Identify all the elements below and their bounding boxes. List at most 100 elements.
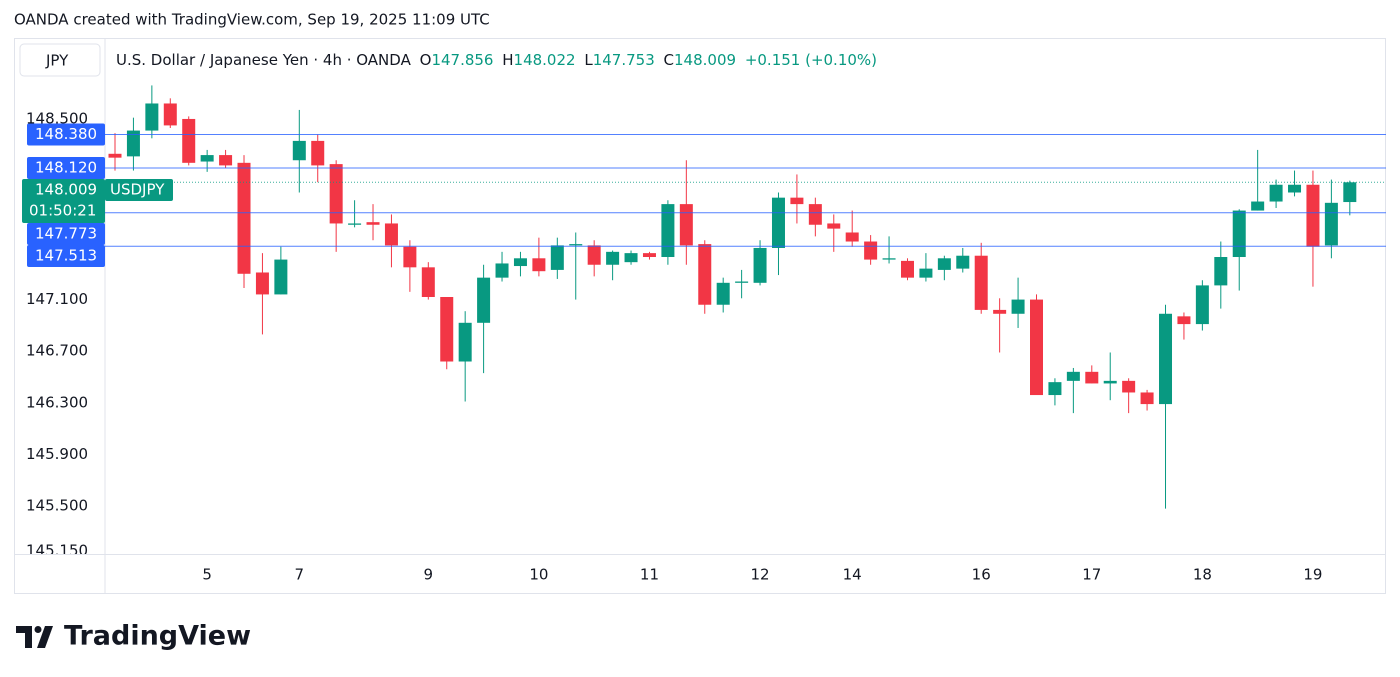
symbol-label: USDJPY bbox=[110, 180, 165, 198]
candle-body bbox=[698, 244, 712, 305]
countdown: 01:50:21 bbox=[29, 201, 96, 219]
y-tick-label: 147.100 bbox=[26, 290, 88, 308]
candle-body bbox=[993, 309, 1007, 314]
candle-body bbox=[1232, 210, 1246, 258]
symbol-title: U.S. Dollar / Japanese Yen · 4h · OANDA bbox=[116, 51, 412, 69]
y-tick-label: 145.900 bbox=[26, 445, 88, 463]
candle-body bbox=[255, 272, 269, 295]
candle-body bbox=[1048, 382, 1062, 396]
price-tag bbox=[27, 244, 105, 267]
ohlc-letter: L bbox=[584, 51, 593, 69]
candle-body bbox=[182, 118, 196, 163]
candle-body bbox=[1214, 257, 1228, 286]
candle-body bbox=[606, 251, 620, 265]
candle-body bbox=[532, 258, 546, 272]
candle-body bbox=[1306, 184, 1320, 247]
candle-body bbox=[163, 103, 177, 126]
candle-body bbox=[1011, 299, 1025, 314]
candle-body bbox=[882, 258, 896, 260]
candles bbox=[108, 85, 1357, 509]
y-tick-label: 146.700 bbox=[26, 342, 88, 360]
candle-body bbox=[974, 255, 988, 310]
x-tick-label: 14 bbox=[843, 566, 862, 584]
candle-body bbox=[642, 253, 656, 258]
y-tick-label: 148.500 bbox=[26, 109, 88, 127]
candle-body bbox=[735, 281, 749, 283]
candle-body bbox=[495, 263, 509, 278]
candle-body bbox=[808, 204, 822, 225]
candle-body bbox=[108, 153, 122, 158]
legend: U.S. Dollar / Japanese Yen · 4h · OANDA … bbox=[116, 51, 877, 69]
candle-body bbox=[845, 232, 859, 242]
candle-body bbox=[274, 259, 288, 295]
ohlc-value: 147.856 bbox=[431, 51, 493, 69]
candle-body bbox=[864, 241, 878, 260]
ohlc-letter: O bbox=[420, 51, 432, 69]
candle-body bbox=[237, 162, 251, 274]
candle-body bbox=[1324, 202, 1338, 246]
candle-body bbox=[366, 222, 380, 225]
candle-body bbox=[1288, 184, 1302, 193]
price-tag bbox=[27, 222, 105, 245]
candle-body bbox=[1177, 316, 1191, 325]
x-tick-label: 11 bbox=[640, 566, 659, 584]
logo-part bbox=[37, 626, 53, 648]
candle-body bbox=[329, 164, 343, 224]
candle-body bbox=[458, 322, 472, 362]
x-tick-label: 17 bbox=[1082, 566, 1101, 584]
candle-body bbox=[403, 246, 417, 268]
candle-body bbox=[1030, 299, 1043, 396]
price-tags: 148.380 148.120 148.009 01:50:21 USDJPY 147.7… bbox=[22, 123, 173, 267]
candle-body bbox=[790, 197, 804, 205]
candle-body bbox=[348, 223, 362, 225]
price-tag bbox=[27, 123, 105, 146]
x-tick-label: 7 bbox=[295, 566, 305, 584]
y-tick-label: 145.150 bbox=[26, 542, 88, 560]
candle-body bbox=[937, 258, 951, 270]
candle-body bbox=[716, 282, 730, 305]
ohlc-letter: H bbox=[502, 51, 513, 69]
candle-body bbox=[384, 223, 398, 246]
candle-body bbox=[569, 244, 583, 246]
ohlc-value: 148.009 bbox=[674, 51, 736, 69]
candle-body bbox=[145, 103, 159, 131]
price-tag bbox=[27, 156, 105, 179]
price-tag-label: 148.009 bbox=[35, 180, 97, 198]
candle-body bbox=[513, 258, 527, 267]
change: +0.151 (+0.10%) bbox=[745, 51, 877, 69]
y-tick-label: 146.300 bbox=[26, 393, 88, 411]
price-tag bbox=[22, 178, 105, 223]
candle-body bbox=[919, 268, 933, 278]
candle-body bbox=[1103, 380, 1117, 384]
candle-body bbox=[956, 255, 970, 269]
brand: TradingView bbox=[64, 621, 251, 652]
y-axis: 148.500 147.100 146.700 146.300 145.900 145.5… bbox=[26, 109, 88, 560]
symbol-tag bbox=[105, 178, 173, 201]
candle-body bbox=[550, 245, 564, 270]
ohlc-value: 147.753 bbox=[593, 51, 655, 69]
candle-body bbox=[624, 253, 638, 263]
candle-body bbox=[219, 155, 233, 166]
candle-body bbox=[771, 197, 785, 248]
price-lines bbox=[105, 133, 1386, 247]
price-tag-label: 148.380 bbox=[35, 125, 97, 143]
logo-part bbox=[16, 626, 32, 648]
candle-body bbox=[1159, 313, 1173, 405]
x-tick-label: 16 bbox=[972, 566, 991, 584]
price-tag-label: 147.513 bbox=[35, 246, 97, 264]
candle-body bbox=[587, 245, 601, 265]
candle-body bbox=[1140, 392, 1154, 405]
x-axis: 5 7 9 10 11 12 14 16 17 18 19 bbox=[202, 566, 1322, 584]
candle-body bbox=[440, 297, 454, 362]
candle-body bbox=[421, 267, 435, 297]
currency-box[interactable] bbox=[19, 43, 101, 77]
brand-logo: TradingView bbox=[16, 621, 251, 652]
candle-body bbox=[753, 247, 767, 283]
x-tick-label: 19 bbox=[1303, 566, 1322, 584]
candle-body bbox=[477, 277, 491, 323]
candle-body bbox=[1066, 371, 1080, 381]
candle-body bbox=[1269, 184, 1283, 202]
attribution: OANDA created with TradingView.com, Sep … bbox=[14, 11, 490, 29]
candle-body bbox=[311, 140, 325, 166]
